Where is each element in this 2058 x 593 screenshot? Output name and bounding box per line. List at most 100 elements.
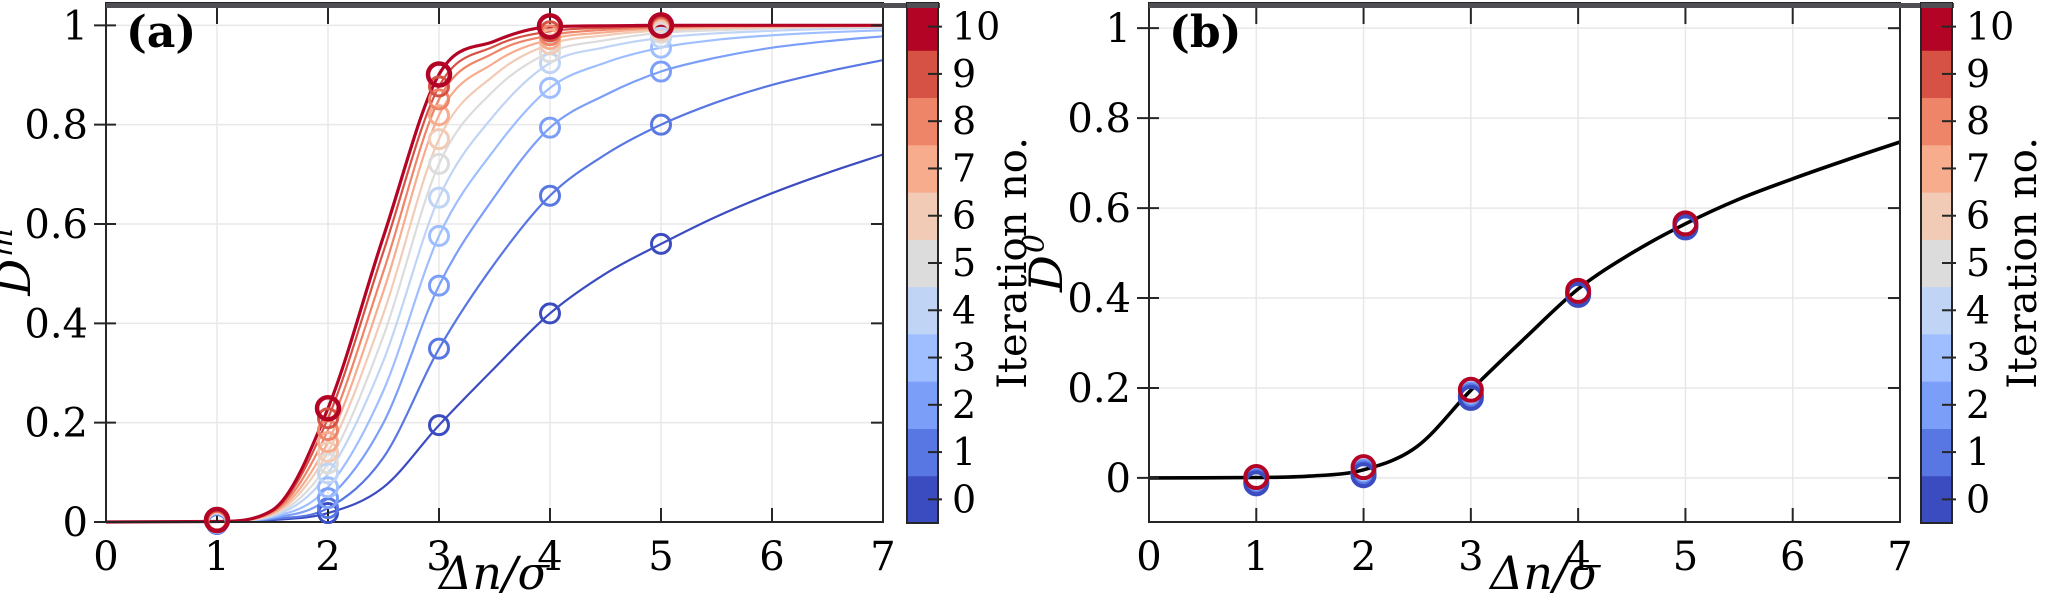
panel-b-ylabel-base: D [1019, 255, 1073, 293]
panel-a-y-tick-label: 0.6 [24, 202, 88, 248]
generated-chart-layers: 0 1 2 3 4 5 6 700.20.40.60.810 1 2 3 4 5 6 700.20.40.6… [24, 2, 2014, 580]
panel-a-ylabel: Dm [0, 228, 41, 296]
panel-a-curve-iteration-4 [105, 26, 884, 524]
colorbar-a-tick-label: 9 [952, 52, 976, 96]
panel-a-marker-iteration-8-x3 [428, 88, 450, 111]
panel-a-xlabel: Δn/σ [437, 546, 550, 593]
panel-a-x-tick-label: 7 [870, 534, 895, 580]
panel-a-ylabel-superscript: m [0, 228, 20, 256]
panel-b-x-tick-label: 2 [1351, 534, 1376, 580]
colorbar-a-tick-label: 6 [952, 194, 976, 238]
colorbar-a-tick-label: 7 [952, 146, 976, 190]
panel-a-marker-iteration-7-x2 [317, 431, 339, 454]
panel-a: 0 1 2 3 4 5 6 7 0 0.2 0.4 0.6 0.8 1 [24, 2, 940, 580]
panel-a-curve-iteration-0 [105, 153, 884, 524]
colorbar-b-tick-label: 1 [1966, 430, 1990, 474]
colorbar-b-tick-label: 10 [1966, 5, 2014, 49]
panel-a-marker-iteration-7-x3 [428, 104, 450, 127]
panel-a-marker-iteration-10-x1 [203, 506, 231, 534]
colorbar-b-label: Iteration no. [2000, 137, 2046, 389]
panel-b-x-tick-label: 4 [1565, 534, 1590, 580]
panel-b-ylabel: D0 [1017, 234, 1073, 293]
panel-b-x-tick-label: 7 [1887, 534, 1912, 580]
panel-a-marker-iteration-5-x3 [428, 152, 450, 175]
panel-a-marker-iteration-1-x3 [428, 337, 450, 360]
panel-b-y-tick-label: 1 [1106, 6, 1131, 52]
panel-a-y-tick-label: 0.2 [24, 401, 88, 447]
panel-a-marker-iteration-5-x4 [539, 41, 561, 64]
panel-a-ylabel-base: D [0, 259, 41, 297]
panel-a-marker-iteration-1-x4 [539, 184, 561, 207]
panel-b-axes-box [1148, 2, 1901, 523]
panel-b-marker-iteration-10-x5 [1672, 210, 1699, 237]
colorbar-a-tick-label: 0 [952, 477, 976, 521]
panel-a-curve-iteration-7 [105, 24, 884, 524]
panel-b-x-tick-label: 0 [1136, 534, 1161, 580]
panel-b: 0 1 2 3 4 5 6 7 0 0.2 0.4 0.6 0.8 1 [1067, 2, 1954, 580]
panel-a-marker-iteration-9-x3 [428, 75, 450, 98]
colorbar-b-tick-label: 5 [1966, 241, 1990, 285]
panel-a-x-tick-label: 1 [204, 534, 229, 580]
panel-b-panel-label: (b) [1169, 7, 1241, 58]
colorbar-a-tick-label: 4 [952, 288, 976, 332]
panel-a-marker-iteration-6-x3 [428, 128, 450, 151]
panel-a-marker-iteration-3-x3 [428, 224, 450, 247]
panel-b-y-tick-label: 0.8 [1067, 96, 1131, 142]
panel-a-marker-iteration-2-x3 [428, 274, 450, 297]
colorbar-a-tick-label: 10 [952, 5, 1000, 49]
panel-b-curve-model-fit [1148, 140, 1901, 480]
colorbar-a-label: Iteration no. [990, 137, 1036, 389]
panel-a-marker-iteration-2-x4 [539, 116, 561, 139]
colorbar-b-top-border [1921, 3, 1952, 8]
panel-a-curve-iteration-10 [105, 23, 883, 524]
panel-b-marker-iteration-0-x3 [1457, 384, 1484, 411]
panel-b-x-tick-label: 6 [1780, 534, 1805, 580]
panel-a-y-tick-label: 0.4 [24, 301, 88, 347]
panel-b-xlabel: Δn/σ [1488, 546, 1601, 593]
panel-a-x-tick-label: 0 [93, 534, 118, 580]
panel-b-marker-iteration-10-x4 [1565, 277, 1592, 304]
colorbar-b-tick-label: 8 [1966, 99, 1990, 143]
panel-a-marker-iteration-4-x3 [428, 186, 450, 209]
panel-a-marker-iteration-10-x2 [314, 395, 342, 422]
panel-a-x-tick-label: 4 [537, 534, 562, 580]
panel-a-curve-iteration-3 [105, 29, 884, 524]
panel-b-x-tick-label: 5 [1673, 534, 1698, 580]
panel-b-marker-iteration-0-x2 [1350, 462, 1377, 489]
panel-a-marker-iteration-0-x3 [428, 414, 450, 437]
panel-a-marker-iteration-3-x2 [317, 476, 339, 499]
colorbar-a-top-border [907, 3, 938, 8]
panel-a-curve-iteration-5 [105, 25, 884, 524]
panel-a-curve-iteration-8 [105, 24, 884, 524]
panel-a-x-tick-label: 3 [426, 534, 451, 580]
panel-a-panel-label: (a) [126, 7, 196, 58]
panel-a-curve-iteration-2 [105, 35, 884, 524]
panel-a-marker-iteration-4-x2 [317, 462, 339, 485]
colorbar-a-tick-label: 5 [952, 241, 976, 285]
colorbar-a-tick-label: 3 [952, 336, 976, 380]
panel-a-marker-iteration-10-x5 [647, 12, 675, 39]
panel-a-x-tick-label: 6 [759, 534, 784, 580]
panel-a-marker-iteration-0-x5 [650, 232, 672, 255]
panel-a-marker-iteration-0-x4 [539, 302, 561, 325]
colorbar-a-tick-label: 1 [952, 430, 976, 474]
colorbar-b-tick-label: 0 [1966, 477, 1990, 521]
panel-a-marker-iteration-2-x5 [650, 60, 672, 83]
colorbar-a-tick-label: 2 [952, 383, 976, 427]
panel-b-ylabel-superscript: 0 [1017, 234, 1052, 253]
colorbar-b-tick-label: 6 [1966, 194, 1990, 238]
panel-a-y-tick-label: 1 [63, 3, 88, 49]
panel-a-marker-iteration-1-x2 [317, 497, 339, 520]
panel-a-marker-iteration-3-x4 [539, 76, 561, 99]
panel-a-marker-iteration-5-x2 [317, 452, 339, 475]
colorbar-b-tick-label: 9 [1966, 52, 1990, 96]
colorbar-b-tick-label: 2 [1966, 383, 1990, 427]
panel-a-marker-iteration-1-x5 [650, 113, 672, 136]
colorbar-b-tick-label: 3 [1966, 336, 1990, 380]
panel-b-y-tick-label: 0 [1106, 456, 1131, 502]
panel-b-marker-iteration-10-x2 [1350, 454, 1377, 481]
panel-b-y-tick-label: 0.4 [1067, 276, 1131, 322]
panel-a-y-tick-label: 0.8 [24, 103, 88, 149]
